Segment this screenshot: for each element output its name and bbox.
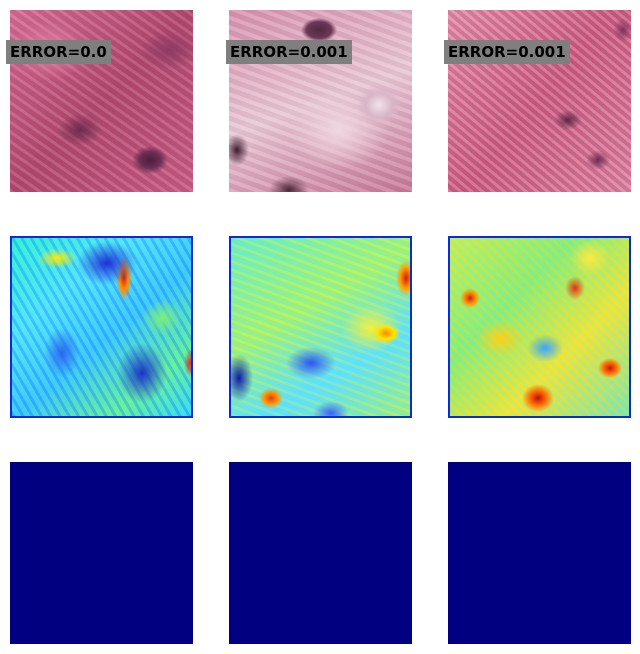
heatmap-3 <box>448 236 631 418</box>
difference-map-1 <box>10 462 193 644</box>
histology-image-3 <box>448 10 631 192</box>
heatmap-2 <box>229 236 412 418</box>
error-label-3: ERROR=0.001 <box>444 40 570 64</box>
difference-map-3 <box>448 462 631 644</box>
heatmap-1 <box>10 236 193 418</box>
error-label-2: ERROR=0.001 <box>226 40 352 64</box>
difference-map-2 <box>229 462 412 644</box>
histology-image-2 <box>229 10 412 192</box>
histology-image-1 <box>10 10 193 192</box>
error-label-1: ERROR=0.0 <box>6 40 111 64</box>
